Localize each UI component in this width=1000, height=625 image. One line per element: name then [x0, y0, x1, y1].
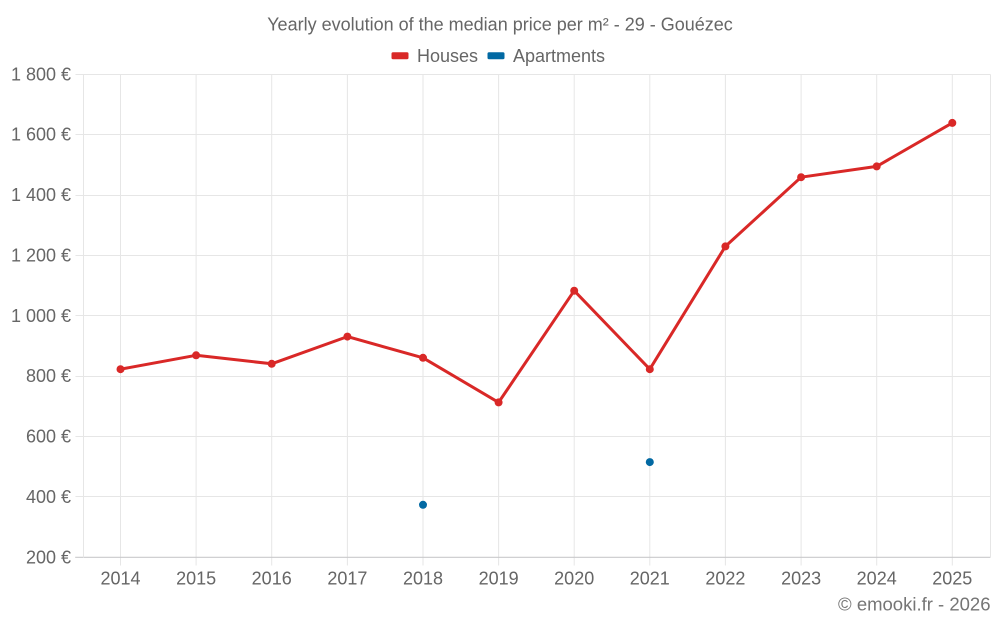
svg-text:200 €: 200 €	[26, 547, 71, 567]
svg-text:2018: 2018	[403, 569, 443, 589]
svg-text:2024: 2024	[857, 569, 897, 589]
svg-text:1 000 €: 1 000 €	[11, 306, 71, 326]
svg-text:400 €: 400 €	[26, 487, 71, 507]
svg-text:2022: 2022	[705, 569, 745, 589]
svg-text:2023: 2023	[781, 569, 821, 589]
svg-text:2016: 2016	[252, 569, 292, 589]
svg-text:1 200 €: 1 200 €	[11, 245, 71, 265]
svg-text:600 €: 600 €	[26, 427, 71, 447]
svg-text:1 600 €: 1 600 €	[11, 125, 71, 145]
svg-text:2017: 2017	[327, 569, 367, 589]
svg-text:2014: 2014	[100, 569, 140, 589]
svg-text:1 800 €: 1 800 €	[11, 64, 71, 84]
svg-text:2021: 2021	[630, 569, 670, 589]
svg-text:2015: 2015	[176, 569, 216, 589]
svg-text:1 400 €: 1 400 €	[11, 185, 71, 205]
svg-text:© emooki.fr - 2026: © emooki.fr - 2026	[838, 593, 990, 614]
svg-text:2025: 2025	[932, 569, 972, 589]
svg-text:2019: 2019	[479, 569, 519, 589]
svg-text:800 €: 800 €	[26, 366, 71, 386]
svg-text:Houses: Houses	[417, 46, 478, 66]
svg-text:Yearly evolution of the median: Yearly evolution of the median price per…	[267, 15, 733, 35]
svg-text:Apartments: Apartments	[513, 46, 605, 66]
svg-text:2020: 2020	[554, 569, 594, 589]
